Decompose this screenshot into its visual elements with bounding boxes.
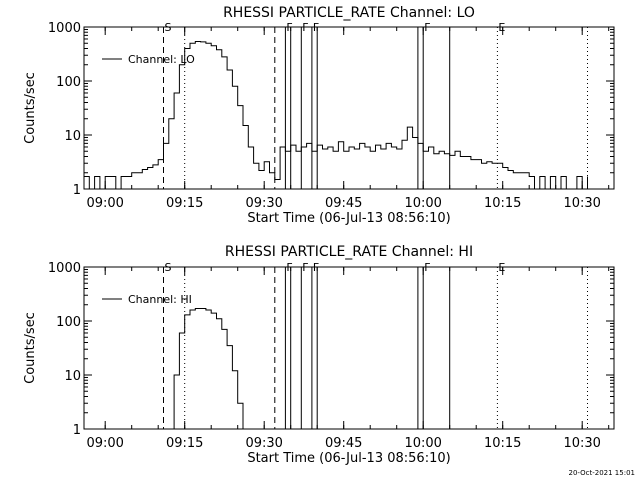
x-tick-label: 10:30: [563, 436, 600, 451]
y-tick-label: 1000: [48, 21, 81, 36]
y-tick-label: 1000: [48, 261, 81, 276]
marker-letter: F: [302, 261, 308, 274]
x-tick-label: 09:45: [325, 196, 362, 211]
x-tick-label: 10:30: [563, 196, 600, 211]
legend-label: Channel: HI: [128, 293, 192, 306]
marker-letter: F: [286, 21, 292, 34]
y-axis-label: Counts/sec: [23, 312, 38, 384]
x-tick-label: 09:15: [166, 196, 203, 211]
y-tick-label: 10: [64, 129, 81, 144]
y-axis-label: Counts/sec: [23, 72, 38, 144]
x-tick-label: 09:15: [166, 436, 203, 451]
chart-title: RHESSI PARTICLE_RATE Channel: LO: [223, 5, 475, 21]
marker-letter: E: [498, 21, 505, 34]
y-tick-label: 1: [73, 183, 81, 198]
y-tick-label: 10: [64, 369, 81, 384]
marker-letter: S: [165, 261, 172, 274]
marker-letter: F: [313, 261, 319, 274]
x-axis-label: Start Time (06-Jul-13 08:56:10): [247, 211, 450, 226]
x-tick-label: 10:15: [484, 196, 521, 211]
x-tick-label: 10:00: [404, 436, 441, 451]
marker-letter: F: [286, 261, 292, 274]
x-tick-label: 09:30: [245, 196, 282, 211]
marker-letter: F: [313, 21, 319, 34]
y-tick-label: 100: [56, 75, 81, 90]
marker-letter: F: [302, 21, 308, 34]
x-tick-label: 10:15: [484, 436, 521, 451]
chart-title: RHESSI PARTICLE_RATE Channel: HI: [225, 244, 473, 260]
marker-letter: F: [424, 261, 430, 274]
y-tick-label: 1: [73, 423, 81, 438]
chart-panel-1: RHESSI PARTICLE_RATE Channel: LO 1 10 100 10…: [23, 5, 615, 226]
x-tick-label: 09:00: [86, 436, 123, 451]
marker-letter: S: [165, 21, 172, 34]
marker-letter: F: [424, 21, 430, 34]
chart-panel-2: RHESSI PARTICLE_RATE Channel: HI 1 10 100 10…: [23, 244, 615, 466]
x-axis-label: Start Time (06-Jul-13 08:56:10): [247, 451, 450, 466]
legend-label: Channel: LO: [128, 53, 195, 66]
plot-frame: [83, 266, 615, 430]
x-tick-label: 10:00: [404, 196, 441, 211]
plot-frame: [83, 26, 615, 190]
x-tick-label: 09:00: [86, 196, 123, 211]
x-tick-label: 09:30: [245, 436, 282, 451]
footer-date: 20-Oct-2021 15:01: [569, 469, 635, 477]
y-tick-label: 100: [56, 315, 81, 330]
series-line: [168, 308, 244, 430]
marker-letter: E: [498, 261, 505, 274]
series-line: [84, 40, 588, 190]
x-tick-label: 09:45: [325, 436, 362, 451]
